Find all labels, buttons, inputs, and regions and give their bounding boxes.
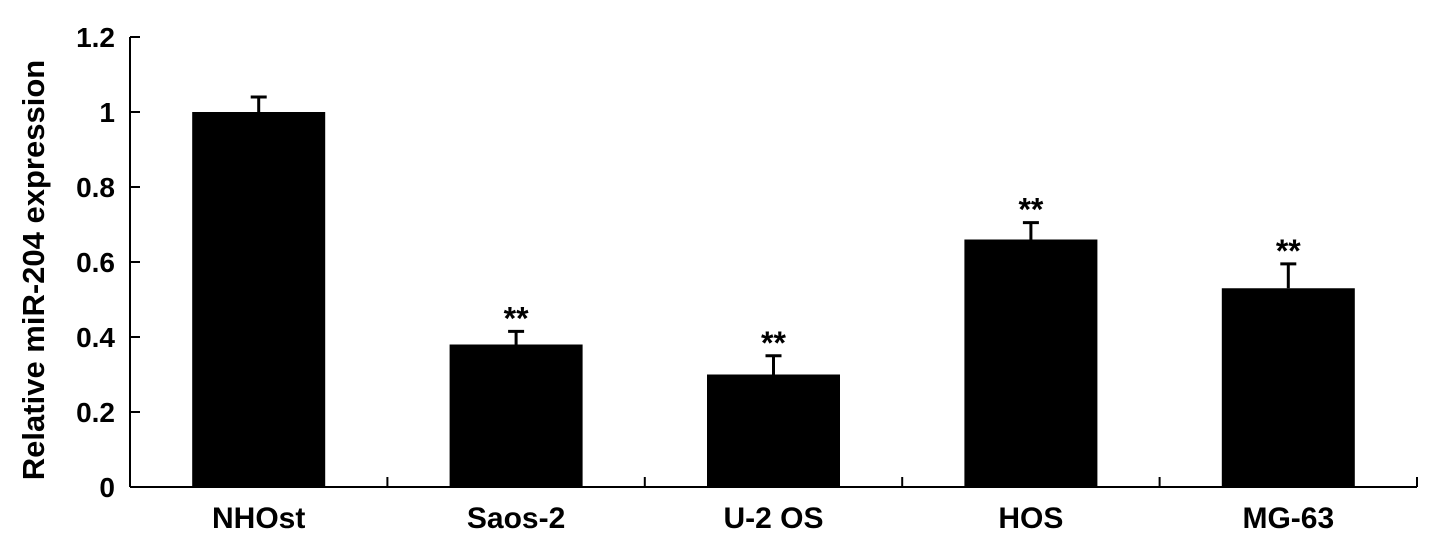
significance-label: ** — [504, 300, 529, 336]
y-tick-label: 0.4 — [76, 322, 115, 353]
y-tick-label: 0.6 — [76, 247, 115, 278]
x-category-label: Saos-2 — [467, 502, 565, 535]
bar — [192, 112, 326, 487]
bar — [707, 374, 840, 487]
category-labels: NHOst Saos-2 U-2 OS HOS MG-63 — [212, 502, 1334, 535]
y-tick-label: 0.8 — [76, 172, 115, 203]
y-axis-title: Relative miR-204 expression — [16, 60, 51, 480]
significance-label: ** — [761, 325, 786, 361]
x-category-label: U-2 OS — [723, 502, 823, 535]
y-tick-label: 1.2 — [76, 22, 115, 53]
bar — [449, 344, 583, 487]
x-category-label: HOS — [998, 502, 1063, 535]
y-tick-label: 1 — [99, 97, 115, 128]
y-tick-label: 0.2 — [76, 397, 115, 428]
bar — [1221, 288, 1355, 487]
significance-label: ** — [1018, 192, 1043, 228]
y-tick-label: 0 — [99, 472, 115, 503]
significance-labels: ** ** ** ** — [504, 192, 1302, 361]
x-ticks — [386, 477, 1418, 487]
bars — [192, 112, 1355, 487]
bar — [964, 239, 1098, 487]
x-category-label: MG-63 — [1242, 502, 1334, 535]
error-bars — [250, 95, 1297, 375]
y-ticks: 0 0.2 0.4 0.6 0.8 1 1.2 — [76, 22, 140, 503]
significance-label: ** — [1276, 233, 1301, 269]
x-category-label: NHOst — [212, 502, 305, 535]
